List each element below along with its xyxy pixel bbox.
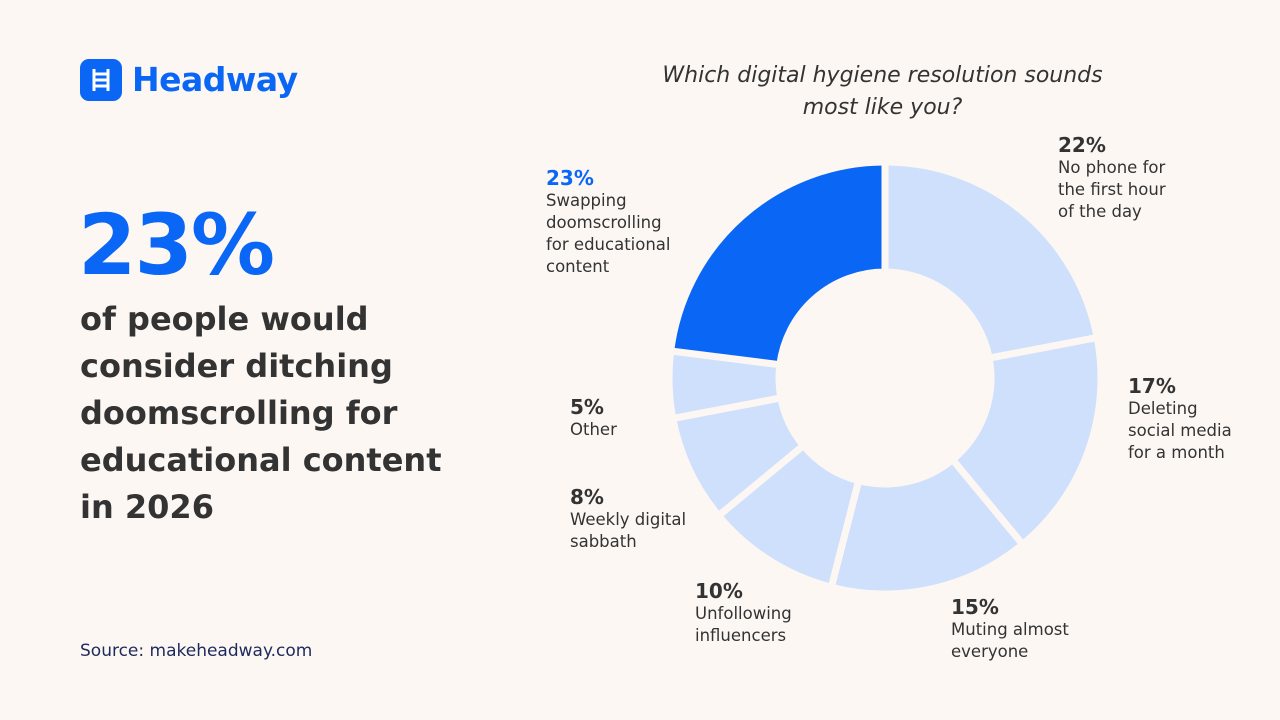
category-label: Muting almost everyone	[951, 620, 1069, 661]
category-label: No phone for the first hour of the day	[1058, 158, 1166, 221]
value-label: 22%	[1058, 133, 1106, 157]
chart-title: Which digital hygiene resolution sounds …	[662, 63, 1103, 120]
category-label: Deleting social media for a month	[1128, 399, 1232, 462]
value-label: 17%	[1128, 374, 1176, 398]
source: Source: makeheadway.com	[80, 641, 313, 661]
donut-segment	[827, 456, 1027, 598]
logo-icon	[80, 59, 122, 101]
category-label: Other	[570, 420, 617, 439]
category-label: Swapping doomscrolling for educational c…	[546, 191, 671, 276]
donut-segment	[667, 158, 889, 369]
value-label: 5%	[570, 395, 604, 419]
category-label: Weekly digital sabbath	[570, 510, 687, 551]
value-label: 10%	[695, 579, 743, 603]
category-label: Unfollowing influencers	[695, 604, 792, 645]
value-label: 15%	[951, 595, 999, 619]
value-label: 8%	[570, 485, 604, 509]
logo-text: Headway	[132, 60, 298, 99]
value-label: 23%	[546, 166, 594, 190]
donut-segment	[949, 334, 1105, 548]
headline-stat: 23%	[78, 196, 275, 294]
donut-segment	[881, 158, 1101, 362]
headline-text: of people would consider ditching doomsc…	[80, 300, 442, 526]
